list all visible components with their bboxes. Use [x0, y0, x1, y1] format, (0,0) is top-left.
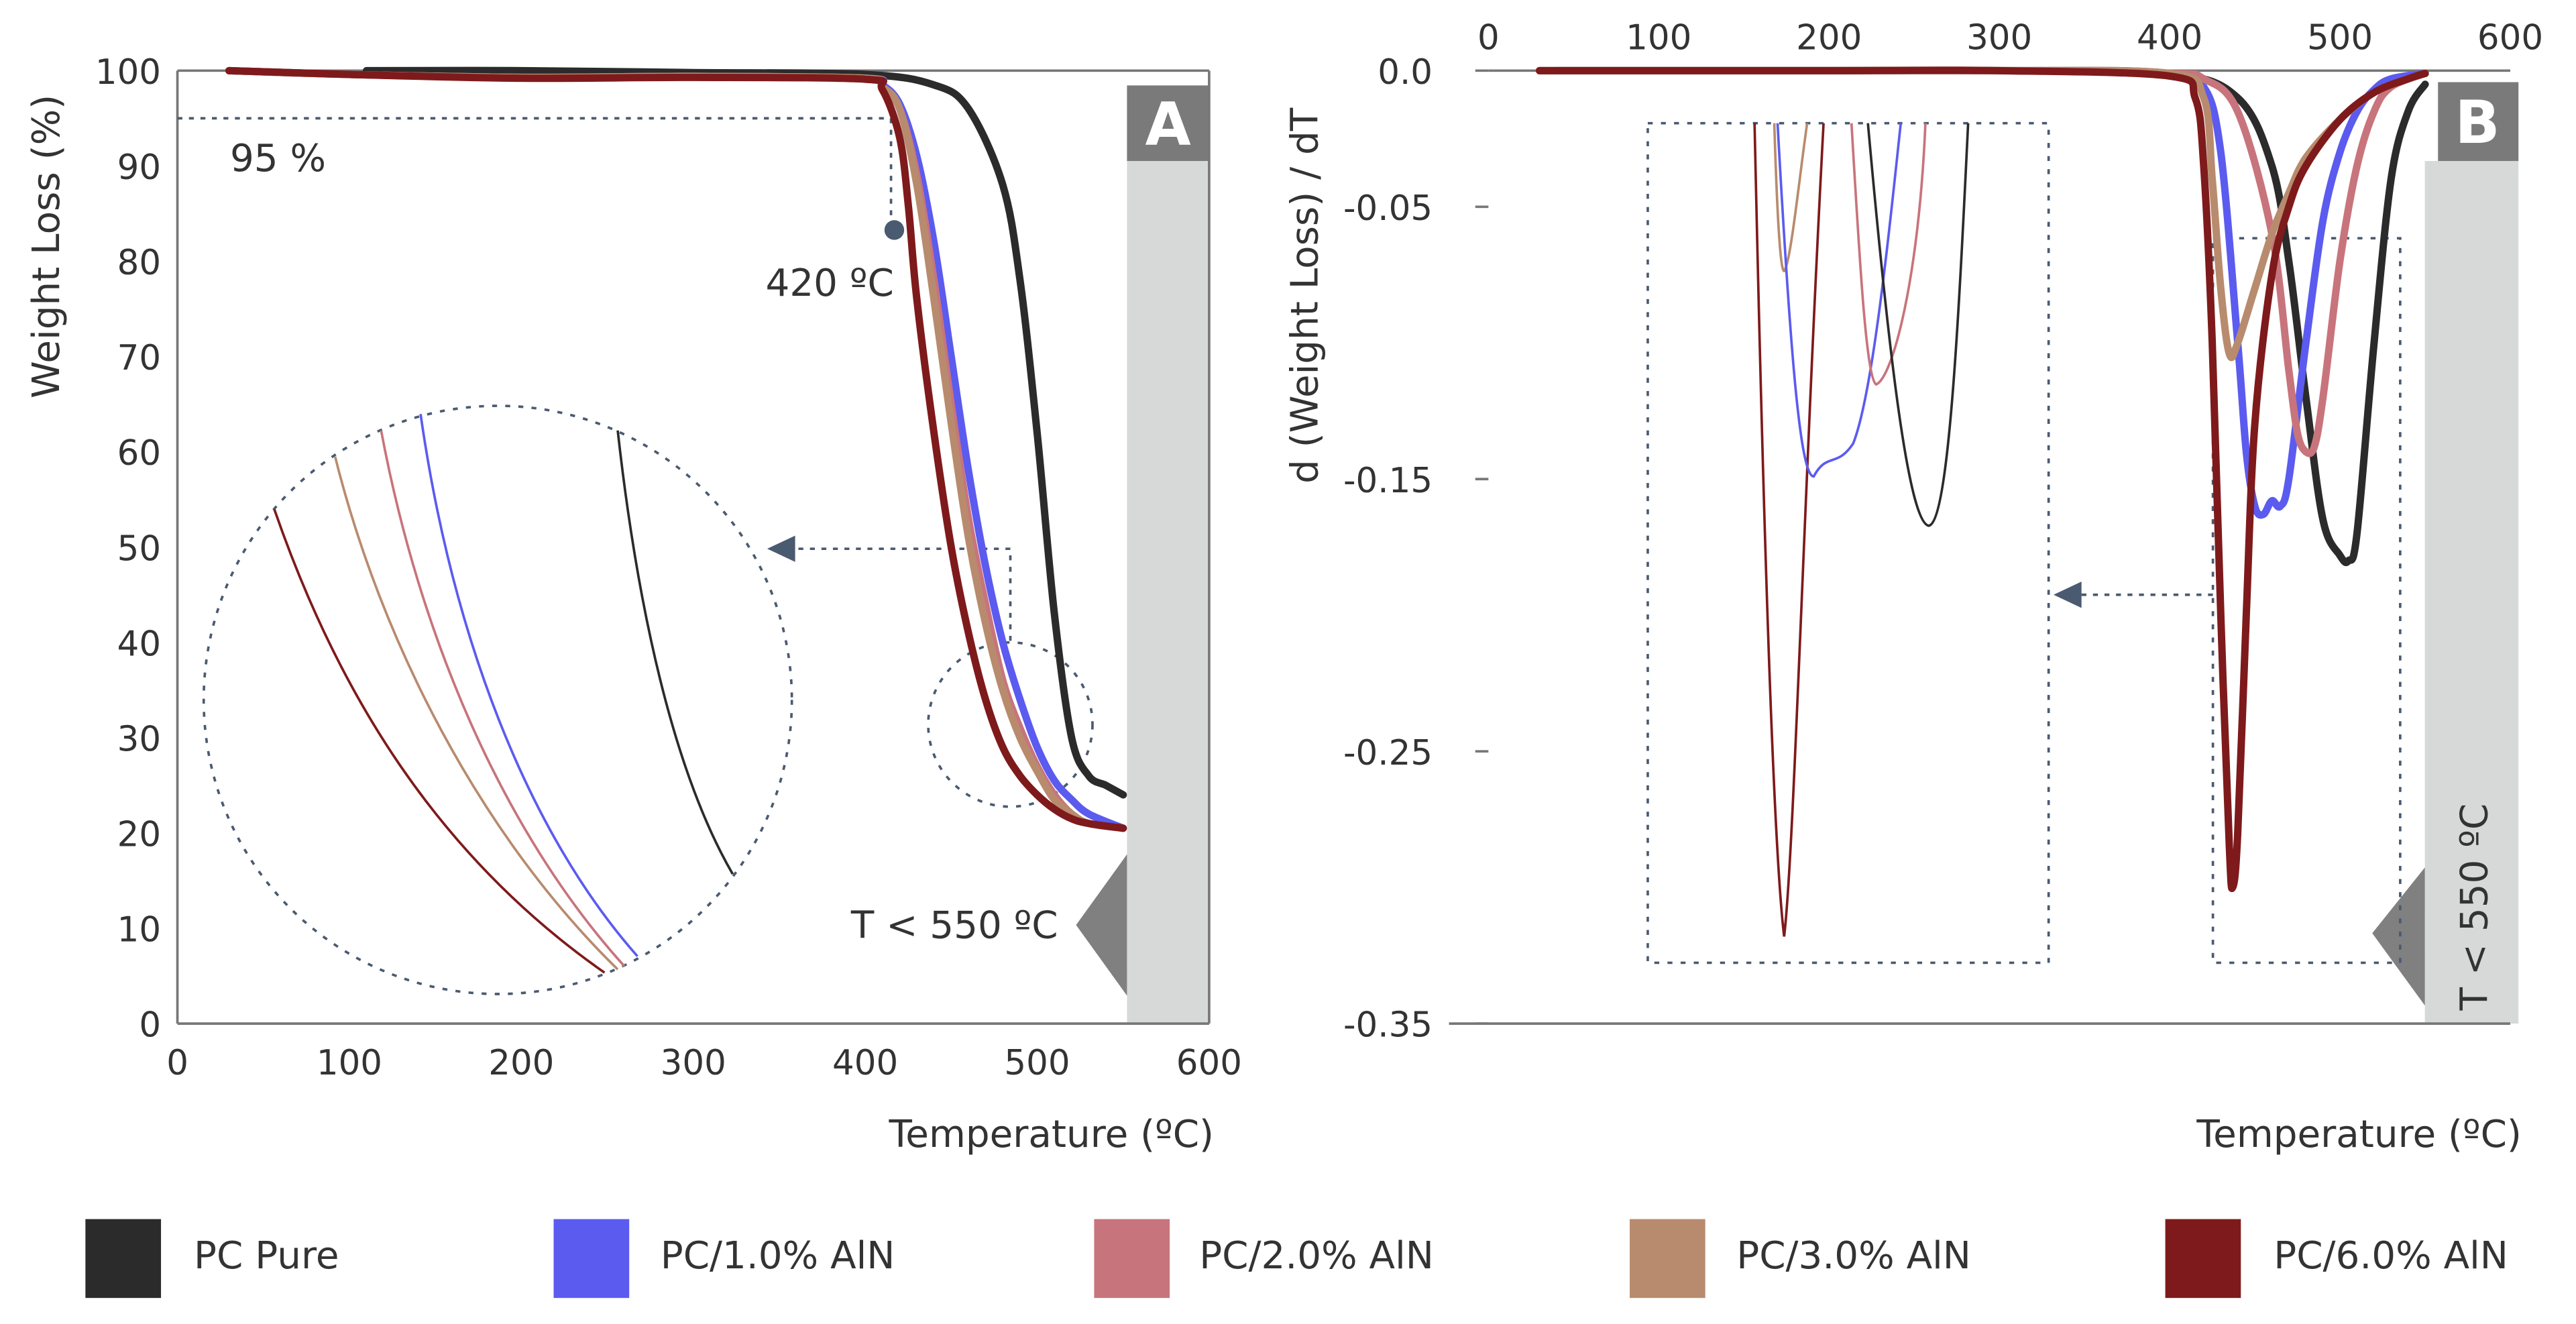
x-tick-label: 400: [2137, 17, 2202, 58]
y-tick-label: 80: [117, 243, 161, 283]
y-ticks-a: 0 10 20 30 40 50 60 70 80 90 100: [95, 52, 161, 1046]
x-tick-label: 600: [2477, 17, 2543, 58]
curves-a: [225, 66, 1127, 832]
x-tick-label: 400: [832, 1043, 898, 1083]
y-tick-label: -0.35: [1343, 1005, 1433, 1046]
zoom-box-inset-b: [1646, 121, 2050, 964]
inset-curve-aln-3-b: [1773, 123, 1809, 273]
inset-curve-pc-pure: [616, 430, 734, 875]
x-tick-label: 100: [1626, 17, 1691, 58]
x-ticks-b: 0 100 200 300 400 500 600: [1477, 17, 2543, 58]
x-tick-label: 500: [2307, 17, 2373, 58]
zoom-inset-b: [1753, 123, 1970, 937]
zoom-inset-a: [273, 414, 734, 974]
series-line-pc-pure: [1553, 66, 2429, 567]
y-tick-label: 0: [139, 1005, 161, 1046]
series-line-aln-6: [1536, 66, 2429, 893]
x-tick-label: 0: [166, 1043, 188, 1083]
threshold-label-a: 95 %: [230, 137, 326, 180]
legend-label-aln-1: PC/1.0% AlN: [660, 1235, 895, 1278]
zoom-arrow-a: [767, 535, 795, 562]
onset-label-a: 420 ºC: [766, 262, 894, 305]
inset-curve-aln-1-b: [1776, 123, 1903, 478]
x-tick-label: 300: [661, 1043, 726, 1083]
y-tick-label: -0.05: [1343, 188, 1433, 229]
x-tick-label: 500: [1004, 1043, 1070, 1083]
y-tick-label: 90: [117, 148, 161, 188]
legend-swatch-aln-6: [2165, 1219, 2241, 1299]
y-tick-label: 20: [117, 815, 161, 855]
zoom-circle-large-a: [202, 404, 793, 995]
legend-swatch-aln-2: [1094, 1219, 1170, 1299]
panel-badge-a: [1127, 85, 1209, 162]
x-axis-label-b: Temperature (ºC): [2196, 1113, 2522, 1156]
zoom-arrow-b: [2054, 582, 2082, 608]
legend-swatch-aln-1: [553, 1219, 630, 1299]
inset-curve-aln-6: [273, 508, 606, 974]
curves-b: [1536, 66, 2429, 893]
y-tick-label: 50: [117, 529, 161, 569]
y-tick-label: -0.15: [1343, 461, 1433, 501]
x-tick-label: 100: [317, 1043, 382, 1083]
panel-badge-b: [2438, 82, 2519, 162]
shaded-label-a: T < 550 ºC: [850, 904, 1058, 948]
legend-label-aln-3: PC/3.0% AlN: [1736, 1235, 1971, 1278]
panel-a: A 0 100 200 300 400 500 600 0 10 20 30 40 50 60 70 80 9…: [25, 52, 1242, 1156]
legend-label-aln-2: PC/2.0% AlN: [1199, 1235, 1434, 1278]
x-ticks-a: 0 100 200 300 400 500 600: [166, 1043, 1242, 1083]
x-tick-label: 600: [1176, 1043, 1242, 1083]
y-axis-label-a: Weight Loss (%): [25, 95, 68, 398]
legend-label-pc-pure: PC Pure: [194, 1235, 339, 1278]
inset-curve-aln-1: [419, 414, 638, 957]
zoom-connector-a: [791, 547, 1012, 641]
shaded-pointer-b: [2372, 867, 2425, 1006]
x-tick-label: 200: [1796, 17, 1862, 58]
legend-swatch-pc-pure: [85, 1219, 162, 1299]
shaded-region-b: [2424, 161, 2519, 1024]
y-tick-label: 40: [117, 624, 161, 664]
x-tick-label: 200: [488, 1043, 554, 1083]
x-tick-label: 300: [1966, 17, 2032, 58]
panel-label-b: B: [2455, 88, 2500, 157]
inset-curve-aln-2: [380, 430, 626, 967]
onset-marker-a: [884, 220, 905, 240]
y-tick-label: 70: [117, 338, 161, 378]
x-tick-label: 0: [1477, 17, 1500, 58]
x-axis-label-a: Temperature (ºC): [888, 1113, 1214, 1156]
shaded-label-b: T < 550 ºC: [2453, 804, 2497, 1011]
series-line-pc-pure: [362, 66, 1127, 799]
y-tick-label: -0.25: [1343, 733, 1433, 773]
inset-curve-aln-2-b: [1850, 123, 1927, 386]
y-axis-label-b: d (Weight Loss) / dT: [1284, 107, 1327, 484]
y-tick-label: 60: [117, 433, 161, 474]
y-tick-label: 100: [95, 52, 161, 93]
zoom-box-source-b: [2211, 237, 2402, 964]
legend-swatch-aln-3: [1630, 1219, 1705, 1299]
inset-curve-aln-6-b: [1753, 123, 1825, 937]
legend-label-aln-6: PC/6.0% AlN: [2274, 1235, 2508, 1278]
y-tick-label: 0.0: [1378, 52, 1433, 93]
zoom-circle-small-a: [927, 641, 1094, 808]
shaded-region-a: [1127, 161, 1209, 1024]
panel-label-a: A: [1145, 90, 1191, 159]
panel-b: B 0 100 200 300 400 500 600 0.0 -0.05 -0.15 -0.25…: [1284, 17, 2544, 1156]
y-tick-label: 10: [117, 910, 161, 950]
inset-curve-pc-pure-b: [1866, 123, 1970, 527]
shaded-pointer-a: [1076, 854, 1127, 996]
series-line-aln-6: [225, 66, 1127, 832]
y-ticks-b: 0.0 -0.05 -0.15 -0.25 -0.35: [1343, 52, 1489, 1046]
inset-curve-aln-3: [333, 456, 619, 971]
y-tick-label: 30: [117, 719, 161, 759]
